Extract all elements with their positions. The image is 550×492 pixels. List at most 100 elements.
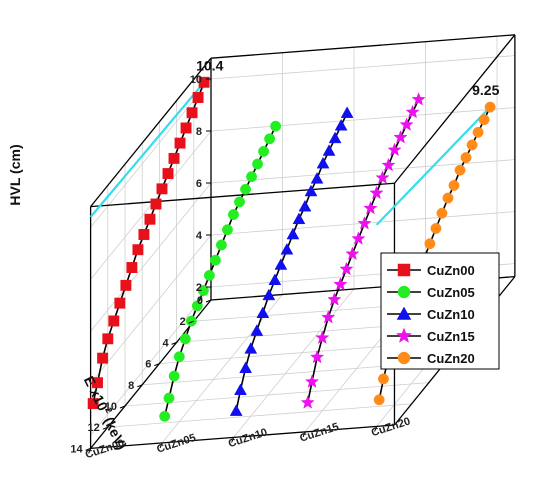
data-point-star (339, 261, 354, 276)
frame-edge (393, 34, 516, 184)
data-point-circle (179, 333, 191, 345)
frame-edge (210, 34, 515, 59)
data-point-square (108, 315, 120, 327)
data-point-square (180, 122, 192, 134)
category-tick-mark (159, 442, 163, 449)
data-point-square (150, 198, 162, 210)
data-point-triangle (322, 144, 336, 156)
data-point-circle (270, 120, 282, 132)
data-point-circle (215, 239, 227, 251)
data-point-circle (436, 207, 448, 219)
data-point-square (114, 297, 126, 309)
data-point-star (395, 327, 413, 343)
data-point-square (87, 398, 99, 410)
x-tick-label: 14 (70, 443, 83, 455)
data-point-triangle (239, 361, 253, 373)
data-point-circle (252, 158, 264, 170)
category-tick-label: CuZn20 (370, 415, 412, 439)
y-tick-label: 6 (196, 178, 202, 190)
series-CuZn05 (159, 120, 282, 422)
data-point-circle (454, 164, 466, 176)
series-CuZn15 (300, 92, 426, 409)
data-point-star (405, 104, 420, 119)
legend-label: CuZn15 (427, 329, 475, 344)
frame-edge (90, 57, 212, 208)
legend-label: CuZn00 (427, 263, 475, 278)
data-point-star (399, 117, 414, 131)
legend-label: CuZn05 (427, 285, 475, 300)
left-wall (90, 58, 211, 449)
data-point-square (174, 137, 186, 149)
data-point-circle (258, 145, 270, 157)
data-point-triangle (340, 106, 354, 118)
value-annotation: 9.25 (472, 82, 499, 98)
x-tick-mark (205, 299, 212, 303)
data-point-circle (373, 394, 385, 406)
x-tick-mark (85, 447, 91, 451)
grid-line (210, 55, 515, 80)
x-tick-mark (137, 384, 143, 388)
grid-line (90, 182, 212, 332)
data-point-circle (159, 410, 171, 422)
data-point-star (369, 185, 384, 200)
data-point-circle (191, 300, 203, 312)
data-point-circle (397, 285, 411, 299)
data-point-triangle (244, 342, 258, 354)
x-tick-mark (154, 363, 160, 367)
back-wall (211, 34, 515, 301)
legend-item: CuZn10 (387, 306, 475, 322)
data-point-square (138, 229, 150, 240)
data-point-circle (209, 254, 221, 266)
value-annotation: 10.4 (196, 57, 223, 73)
category-tick-mark (88, 448, 92, 454)
data-point-star (333, 276, 348, 291)
data-point-triangle (292, 212, 306, 225)
category-tick-mark (231, 437, 235, 443)
data-point-triangle (328, 131, 342, 144)
data-point-circle (442, 192, 454, 204)
grid-line (161, 294, 283, 444)
data-point-triangle (334, 119, 348, 131)
data-point-square (92, 377, 103, 389)
data-point-star (321, 309, 336, 324)
x-tick-label: 10 (105, 401, 117, 413)
legend-item: CuZn05 (387, 285, 475, 300)
data-point-circle (228, 209, 239, 220)
category-tick-mark (374, 426, 378, 432)
x-tick-label: 4 (162, 337, 169, 349)
data-point-star (315, 330, 330, 344)
x-tick-label: 12 (88, 422, 100, 434)
grid-line (90, 286, 212, 436)
x-tick-label: 8 (128, 380, 134, 392)
data-point-triangle (310, 172, 324, 184)
data-point-circle (240, 183, 251, 195)
y-axis-title: HVL (cm) (7, 144, 23, 205)
data-point-triangle (250, 324, 264, 336)
grid-line (124, 382, 429, 407)
x-tick-label: 0 (197, 295, 203, 307)
x-tick-mark (119, 405, 126, 409)
data-point-square (156, 183, 168, 195)
series-CuZn00 (87, 76, 210, 410)
grid-line (210, 107, 515, 132)
data-point-circle (185, 315, 197, 327)
data-point-square (168, 152, 180, 164)
data-point-star (304, 374, 320, 388)
data-point-star (310, 349, 325, 364)
data-point-star (300, 395, 315, 409)
grid-line (210, 159, 515, 184)
data-point-triangle (298, 199, 312, 212)
x-tick-label: 6 (145, 359, 151, 371)
legend-item: CuZn15 (387, 327, 475, 344)
data-point-triangle (316, 156, 330, 169)
grid-line (90, 234, 212, 384)
legend-item: CuZn00 (387, 263, 475, 278)
data-point-star (351, 231, 366, 245)
y-tick-label: 2 (196, 282, 202, 294)
data-point-star (327, 292, 342, 306)
data-point-star (387, 142, 402, 157)
x-tick-mark (102, 426, 108, 430)
data-point-square (102, 333, 114, 345)
legend-item: CuZn20 (387, 351, 475, 366)
